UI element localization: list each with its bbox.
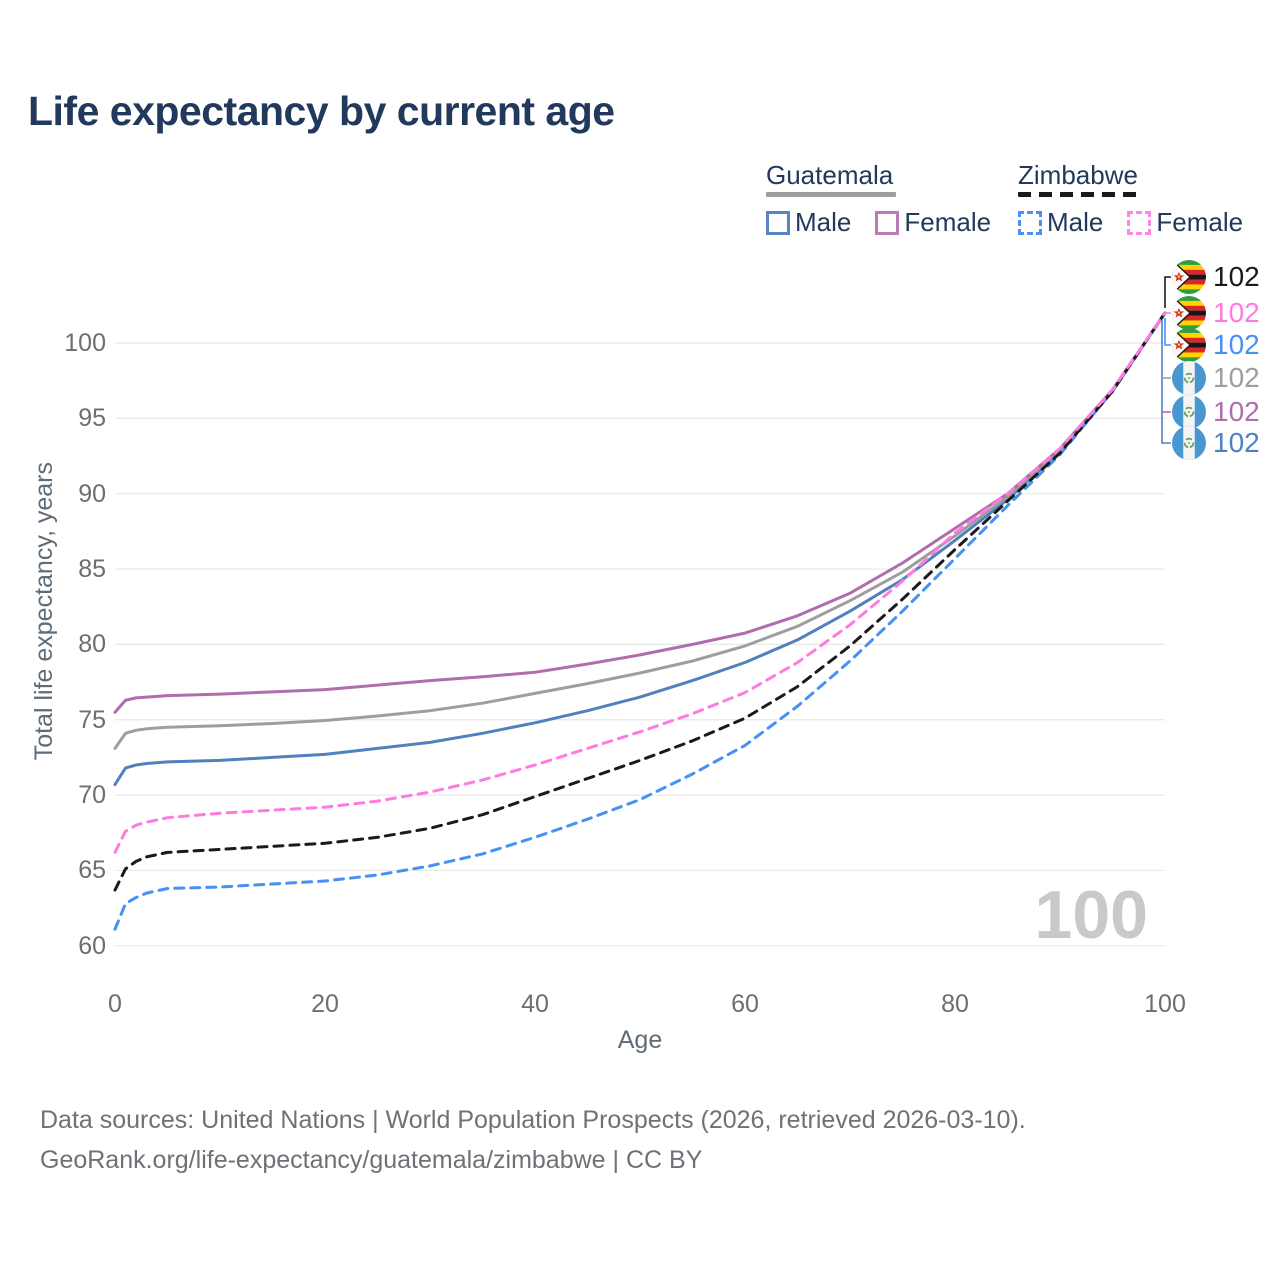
y-tick-95: 95 (78, 404, 106, 433)
leader-zimbabwe-male (1164, 318, 1171, 346)
zimbabwe-flag-icon (1172, 260, 1206, 294)
legend-country-guatemala[interactable]: Guatemala (766, 160, 894, 190)
x-axis-title: Age (617, 1026, 663, 1054)
end-value-label: 102 (1213, 362, 1260, 393)
zimbabwe-flag-icon (1172, 328, 1206, 362)
end-value-label: 102 (1213, 297, 1260, 328)
series-line-zimbabwe-female[interactable] (113, 311, 1167, 854)
guatemala-flag-icon (1172, 395, 1206, 429)
y-tick-70: 70 (78, 781, 106, 810)
legend-label-guatemala-male[interactable]: Male (795, 207, 852, 237)
y-tick-65: 65 (78, 856, 106, 885)
x-tick-0: 0 (108, 990, 122, 1018)
end-label-zimbabwe-male: 102 (1172, 328, 1260, 362)
series-line-guatemala-female[interactable] (113, 311, 1167, 714)
series-line-zimbabwe-male[interactable] (113, 311, 1167, 931)
x-tick-20: 20 (311, 990, 339, 1018)
legend-label-guatemala-female[interactable]: Female (904, 207, 992, 237)
x-tick-80: 80 (941, 990, 969, 1018)
page-title: Life expectancy by current age (28, 88, 615, 134)
guatemala-flag-icon (1172, 426, 1206, 460)
legend-group-guatemala: Guatemala Male Female (766, 160, 991, 238)
footer-attribution: GeoRank.org/life-expectancy/guatemala/zi… (40, 1146, 703, 1174)
leader-guatemala-male (1161, 320, 1171, 444)
end-label-guatemala-female: 102 (1172, 395, 1260, 429)
x-tick-40: 40 (521, 990, 549, 1018)
series-line-guatemala-male[interactable] (113, 311, 1167, 787)
series-line-guatemala[interactable] (113, 311, 1167, 750)
guatemala-flag-icon (1172, 361, 1206, 395)
legend-swatch-zimbabwe-male[interactable] (1018, 210, 1042, 235)
series-line-zimbabwe[interactable] (113, 311, 1167, 892)
end-value-label: 102 (1213, 261, 1260, 292)
end-value-label: 102 (1213, 396, 1260, 427)
x-tick-60: 60 (731, 990, 759, 1018)
legend-swatch-guatemala-female[interactable] (875, 210, 900, 235)
end-label-guatemala-male: 102 (1172, 426, 1260, 460)
y-tick-60: 60 (78, 931, 106, 960)
end-label-zimbabwe: 102 (1172, 260, 1260, 294)
guatemala-line-sample (766, 192, 896, 197)
legend-swatch-guatemala-male[interactable] (766, 210, 790, 235)
end-label-zimbabwe-female: 102 (1172, 296, 1260, 330)
legend-swatch-zimbabwe-female[interactable] (1127, 210, 1152, 235)
y-tick-90: 90 (78, 479, 106, 508)
zimbabwe-flag-icon (1172, 296, 1206, 330)
end-label-guatemala: 102 (1172, 361, 1260, 395)
x-tick-100: 100 (1144, 990, 1186, 1018)
y-tick-80: 80 (78, 630, 106, 659)
y-tick-85: 85 (78, 555, 106, 584)
zimbabwe-line-sample (1018, 192, 1140, 197)
end-value-label: 102 (1213, 427, 1260, 458)
y-tick-100: 100 (64, 329, 106, 357)
footer-sources: Data sources: United Nations | World Pop… (40, 1106, 1026, 1134)
y-tick-75: 75 (78, 705, 106, 734)
legend-label-zimbabwe-male[interactable]: Male (1047, 207, 1104, 237)
legend-country-zimbabwe[interactable]: Zimbabwe (1018, 160, 1138, 190)
age-counter-watermark: 100 (1034, 877, 1148, 953)
leader-zimbabwe (1164, 276, 1171, 308)
legend-label-zimbabwe-female[interactable]: Female (1156, 207, 1244, 237)
end-value-label: 102 (1213, 329, 1260, 360)
legend-group-zimbabwe: Zimbabwe Male Female (1018, 160, 1243, 238)
